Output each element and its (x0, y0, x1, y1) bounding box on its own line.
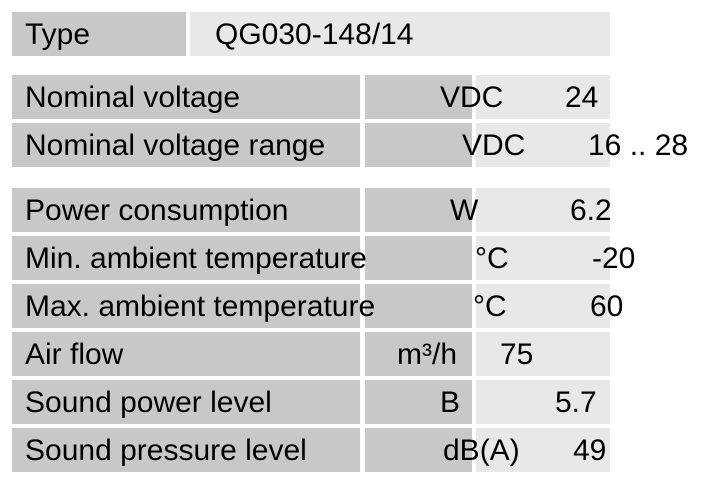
spec-unit: °C (473, 290, 507, 323)
label-cell (12, 380, 360, 424)
spec-value: 6.2 (570, 194, 612, 227)
spec-value: 16 .. 28 (588, 129, 689, 162)
spec-value: 5.7 (555, 386, 597, 419)
value-cell (476, 284, 610, 328)
spec-value: -20 (592, 242, 636, 275)
value-cell (476, 188, 610, 232)
label-cell (12, 284, 360, 328)
value-cell (476, 332, 610, 376)
spec-label: Sound power level (25, 386, 272, 419)
type-label: Type (25, 18, 91, 51)
spec-label: Nominal voltage (25, 81, 241, 114)
type-label-cell (12, 12, 186, 56)
spec-label: Max. ambient temperature (25, 290, 376, 323)
spec-value: 75 (500, 338, 534, 371)
spec-unit: W (450, 194, 479, 227)
spec-label: Nominal voltage range (25, 129, 326, 162)
unit-cell (365, 123, 472, 167)
spec-unit: m³/h (397, 338, 457, 371)
spec-label: Air flow (25, 338, 124, 371)
spec-label: Power consumption (25, 194, 289, 227)
label-cell (12, 188, 360, 232)
spec-unit: dB(A) (443, 434, 520, 467)
spec-unit: VDC (440, 81, 504, 114)
value-cell (476, 380, 610, 424)
spec-value: 60 (590, 290, 624, 323)
spec-unit: B (440, 386, 461, 419)
value-cell (476, 123, 610, 167)
unit-cell (365, 75, 472, 119)
unit-cell (365, 188, 472, 232)
spec-label: Sound pressure level (25, 434, 307, 467)
value-cell (476, 428, 610, 472)
spec-value: 49 (573, 434, 607, 467)
label-cell (12, 75, 360, 119)
type-value-cell (190, 12, 610, 56)
unit-cell (365, 284, 472, 328)
unit-cell (365, 236, 472, 280)
unit-cell (365, 428, 472, 472)
label-cell (12, 236, 360, 280)
unit-cell (365, 380, 472, 424)
label-cell (12, 123, 360, 167)
type-value: QG030-148/14 (215, 18, 414, 51)
unit-cell (365, 332, 472, 376)
spec-value: 24 (565, 81, 599, 114)
value-cell (476, 236, 610, 280)
spec-label: Min. ambient temperature (25, 242, 367, 275)
spec-unit: VDC (462, 129, 526, 162)
label-cell (12, 428, 360, 472)
label-cell (12, 332, 360, 376)
value-cell (476, 75, 610, 119)
spec-unit: °C (475, 242, 509, 275)
